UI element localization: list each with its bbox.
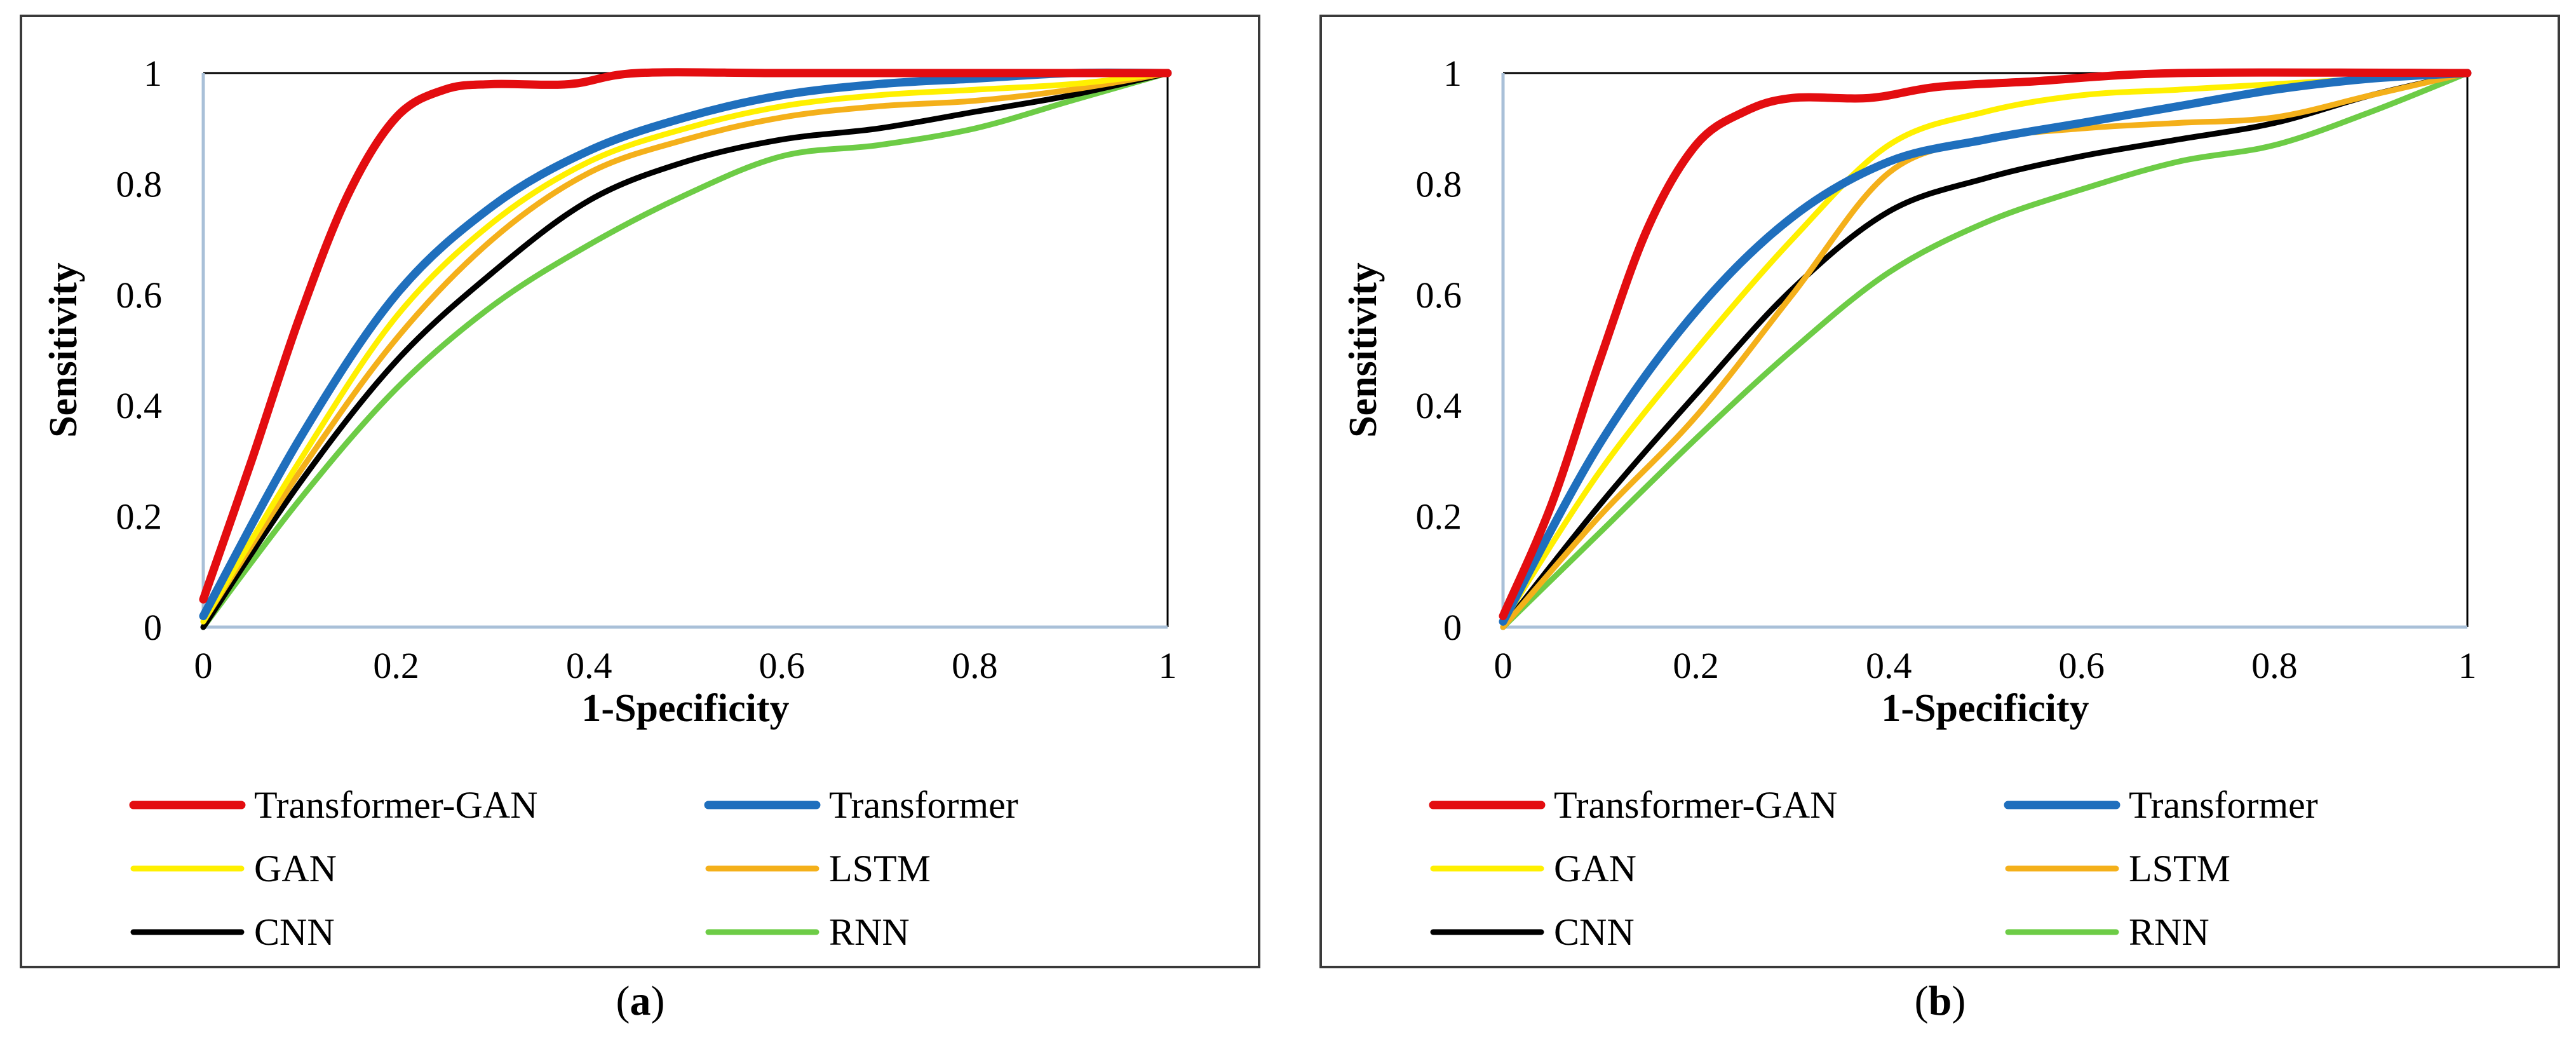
y-tick-label: 0	[1443, 607, 1462, 648]
x-tick-label: 0	[194, 645, 213, 686]
y-tick-label: 1	[1443, 53, 1462, 94]
x-tick-label: 0.8	[952, 645, 998, 686]
series-line-cnn	[1500, 70, 2471, 630]
roc-chart-b: 0 0.2 0.4 0.6 0.8 1 0 0.2 0.4 0.6 0.8 1 1-Specificit…	[1342, 53, 2477, 953]
panel-caption-b: (b)	[1914, 978, 1966, 1024]
x-tick-label: 1	[2458, 645, 2477, 686]
x-tick-label: 1	[1159, 645, 1177, 686]
y-axis-title: Sensitivity	[1342, 262, 1385, 438]
y-tick-label: 0.8	[1416, 163, 1462, 205]
y-tick-label: 1	[144, 53, 162, 94]
y-tick-label: 0.8	[116, 163, 163, 205]
y-tick-label: 0	[144, 607, 162, 648]
roc-chart-a: 0 0.2 0.4 0.6 0.8 1 0 0.2 0.4 0.6 0.8 1 1-Specificit…	[42, 53, 1177, 953]
y-tick-label: 0.2	[116, 496, 163, 538]
series-line-gan	[1500, 70, 2471, 625]
x-tick-label: 0.2	[373, 645, 419, 686]
legend-label-lstm: LSTM	[2129, 848, 2230, 890]
legend-label-gan: GAN	[1554, 848, 1636, 890]
panel-caption-a: (a)	[616, 978, 665, 1024]
series-line-lstm	[1500, 70, 2471, 630]
series-line-cnn	[200, 70, 1171, 630]
legend-label-transformer: Transformer	[2129, 784, 2318, 826]
legend-label-rnn: RNN	[829, 911, 910, 953]
y-tick-label: 0.4	[116, 385, 163, 426]
legend-label-transformer-gan: Transformer-GAN	[1554, 784, 1838, 826]
series-line-lstm	[200, 70, 1171, 625]
legend-label-rnn: RNN	[2129, 911, 2209, 953]
series-line-rnn	[1500, 70, 2471, 630]
panel-a: 0 0.2 0.4 0.6 0.8 1 0 0.2 0.4 0.6 0.8 1 1-Specificit…	[20, 15, 1260, 968]
y-axis-title: Sensitivity	[42, 262, 85, 438]
series-line-transformer	[1499, 69, 2472, 626]
legend-label-transformer: Transformer	[829, 784, 1018, 826]
legend-label-cnn: CNN	[254, 911, 335, 953]
legend-label-cnn: CNN	[1554, 911, 1635, 953]
y-tick-label: 0.2	[1416, 496, 1462, 538]
x-tick-label: 0.6	[759, 645, 806, 686]
series-line-transformer-gan	[199, 68, 1172, 604]
series-line-rnn	[200, 70, 1171, 630]
y-tick-label: 0.4	[1416, 385, 1462, 426]
series-line-transformer	[199, 68, 1172, 621]
panel-b: 0 0.2 0.4 0.6 0.8 1 0 0.2 0.4 0.6 0.8 1 1-Specificit…	[1319, 15, 2560, 968]
x-tick-label: 0.8	[2251, 645, 2298, 686]
legend-label-gan: GAN	[254, 848, 337, 890]
x-axis-title: 1-Specificity	[581, 687, 789, 730]
x-tick-label: 0.4	[566, 645, 612, 686]
x-tick-label: 0	[1494, 645, 1513, 686]
y-tick-label: 0.6	[116, 274, 163, 316]
x-tick-label: 0.4	[1866, 645, 1912, 686]
x-tick-label: 0.2	[1673, 645, 1719, 686]
x-axis-title: 1-Specificity	[1881, 687, 2089, 730]
legend-label-lstm: LSTM	[829, 848, 931, 890]
panel-label-b: b	[1928, 978, 1952, 1024]
y-tick-label: 0.6	[1416, 274, 1462, 316]
panel-label-a: a	[630, 978, 651, 1024]
series-line-gan	[200, 70, 1171, 625]
x-tick-label: 0.6	[2059, 645, 2105, 686]
legend-label-transformer-gan: Transformer-GAN	[254, 784, 538, 826]
series-line-transformer-gan	[1499, 68, 2472, 621]
